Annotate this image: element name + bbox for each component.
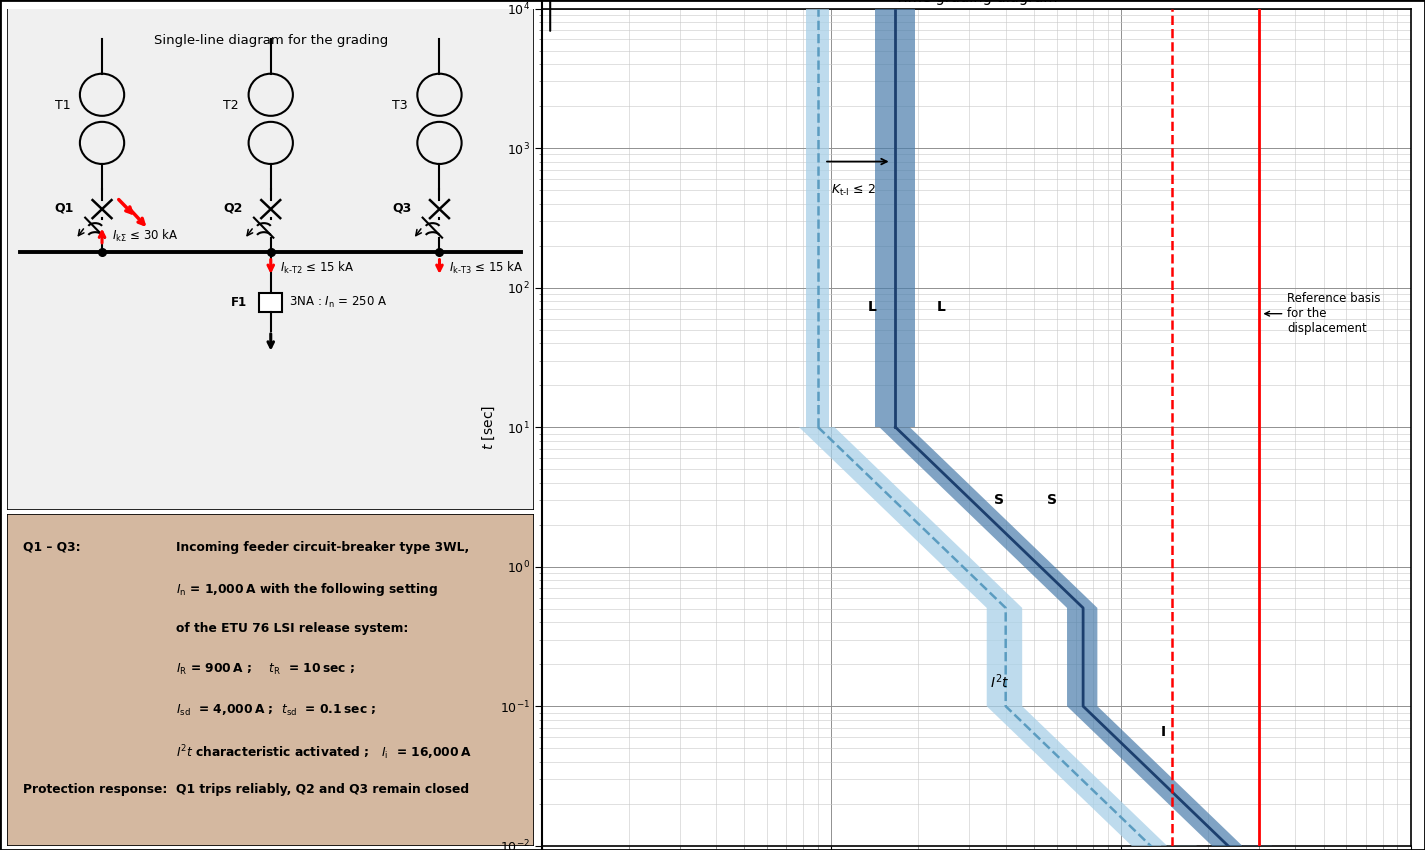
Text: I: I	[1161, 725, 1166, 740]
Text: S: S	[1047, 493, 1057, 507]
Text: $I_{\mathrm{k}\Sigma}$ ≤ 30 kA: $I_{\mathrm{k}\Sigma}$ ≤ 30 kA	[111, 228, 178, 244]
Text: F1: F1	[231, 296, 247, 309]
Text: Q2: Q2	[224, 201, 242, 214]
Y-axis label: $t$ [sec]: $t$ [sec]	[480, 405, 497, 450]
Text: Q1: Q1	[54, 201, 74, 214]
Text: of the ETU 76 LSI release system:: of the ETU 76 LSI release system:	[175, 621, 408, 635]
Text: Single-line diagram for the grading: Single-line diagram for the grading	[154, 33, 388, 47]
Text: T3: T3	[392, 99, 408, 112]
Text: T2: T2	[224, 99, 239, 112]
Bar	[259, 293, 282, 312]
Text: $I^2t$ characteristic activated ;   $I_{\mathrm{i}}$  = 16,000 A: $I^2t$ characteristic activated ; $I_{\m…	[175, 743, 472, 762]
Polygon shape	[799, 428, 1197, 850]
Title: Time grading diagram: Time grading diagram	[895, 0, 1057, 4]
Polygon shape	[807, 8, 829, 428]
Text: Reference basis
for the
displacement: Reference basis for the displacement	[1265, 292, 1381, 335]
Text: Q1 trips reliably, Q2 and Q3 remain closed: Q1 trips reliably, Q2 and Q3 remain clos…	[175, 784, 469, 796]
Text: $I_{\mathrm{n}}$ = 1,000 A with the following setting: $I_{\mathrm{n}}$ = 1,000 A with the foll…	[175, 581, 439, 598]
Text: S: S	[995, 493, 1005, 507]
Text: Q1 – Q3:: Q1 – Q3:	[23, 541, 81, 553]
Polygon shape	[879, 428, 1273, 850]
Text: $I_{\mathrm{sd}}$  = 4,000 A ;  $t_{\mathrm{sd}}$  = 0.1 sec ;: $I_{\mathrm{sd}}$ = 4,000 A ; $t_{\mathr…	[175, 703, 376, 717]
Text: $I_{\mathrm{R}}$ = 900 A ;    $t_{\mathrm{R}}$  = 10 sec ;: $I_{\mathrm{R}}$ = 900 A ; $t_{\mathrm{R…	[175, 662, 355, 677]
Text: $I_{\mathrm{k\text{-}T2}}$ ≤ 15 kA: $I_{\mathrm{k\text{-}T2}}$ ≤ 15 kA	[281, 260, 355, 276]
Text: L: L	[938, 300, 946, 314]
Text: Incoming feeder circuit-breaker type 3WL,: Incoming feeder circuit-breaker type 3WL…	[175, 541, 469, 553]
Text: L: L	[868, 300, 876, 314]
Text: Q3: Q3	[392, 201, 412, 214]
Text: $I^2t$: $I^2t$	[989, 672, 1009, 691]
Polygon shape	[875, 8, 915, 428]
Text: T1: T1	[54, 99, 70, 112]
Text: $I_{\mathrm{k\text{-}T3}}$ ≤ 15 kA: $I_{\mathrm{k\text{-}T3}}$ ≤ 15 kA	[449, 260, 523, 276]
Text: 3NA : $I_{\mathrm{n}}$ = 250 A: 3NA : $I_{\mathrm{n}}$ = 250 A	[289, 295, 388, 310]
Text: $K_{\rm t\text{-}I}$ ≤ 2: $K_{\rm t\text{-}I}$ ≤ 2	[831, 183, 876, 197]
Text: Protection response:: Protection response:	[23, 784, 167, 796]
